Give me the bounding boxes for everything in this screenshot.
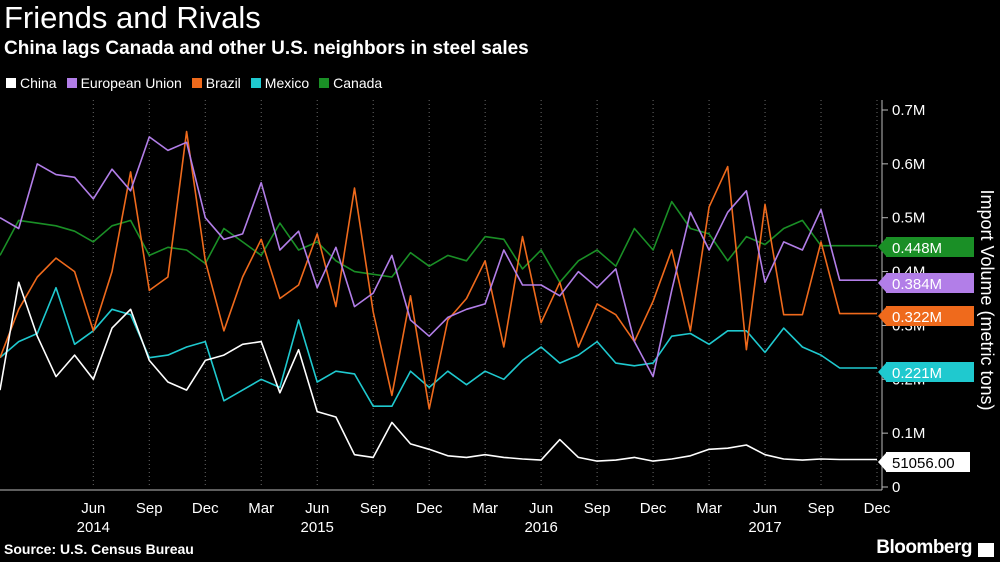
legend-item-brazil: Brazil bbox=[191, 75, 241, 91]
y-axis: 00.1M0.2M0.3M0.4M0.5M0.6M0.7M bbox=[881, 100, 925, 496]
brand-logo: Bloomberg bbox=[876, 537, 972, 558]
chart-series-lines bbox=[0, 130, 877, 462]
legend: China European Union Brazil Mexico Canada bbox=[6, 74, 392, 92]
x-tick-label-2014-12: Dec bbox=[192, 500, 219, 517]
x-tick-label-2015-09: Sep bbox=[360, 500, 387, 517]
x-tick-label-2017-03: Mar bbox=[696, 500, 722, 517]
x-tick-label-2016-03: Mar bbox=[472, 500, 498, 517]
legend-label-canada: Canada bbox=[333, 75, 383, 91]
end-label-european-union: 0.384M bbox=[892, 276, 942, 293]
legend-label-european-union: European Union bbox=[80, 75, 182, 91]
end-label-pointer-mexico bbox=[878, 363, 886, 381]
end-label-box-china bbox=[886, 452, 970, 472]
chart-subtitle: China lags Canada and other U.S. neighbo… bbox=[4, 38, 529, 59]
x-tick-label-2017-09: Sep bbox=[808, 500, 835, 517]
legend-item-canada: Canada bbox=[319, 75, 382, 91]
series-line-brazil bbox=[0, 130, 877, 410]
series-line-canada bbox=[0, 200, 877, 284]
y-tick-label-6: 0.6M bbox=[892, 156, 925, 173]
end-value-labels: 0.448M 0.384M 0.322M 0.221M 51056.00 bbox=[878, 237, 974, 472]
x-tick-label-2016-09: Sep bbox=[584, 500, 611, 517]
legend-swatch-mexico bbox=[250, 78, 261, 88]
end-label-pointer-canada bbox=[878, 238, 886, 256]
brand-logo-box bbox=[978, 543, 994, 557]
x-year-label-2014: 2014 bbox=[77, 519, 110, 536]
chart-gridlines bbox=[92, 100, 878, 487]
x-tick-label-2014-06: Jun bbox=[81, 500, 105, 517]
end-label-box-mexico bbox=[886, 362, 974, 382]
y-tick-label-5: 0.5M bbox=[892, 210, 925, 227]
series-line-european-union bbox=[0, 136, 877, 378]
end-label-mexico: 0.221M bbox=[892, 365, 942, 382]
x-year-label-2015: 2015 bbox=[301, 519, 334, 536]
end-label-pointer-european-union bbox=[878, 274, 886, 292]
end-label-pointer-china bbox=[878, 453, 886, 471]
x-tick-label-2015-06: Jun bbox=[305, 500, 329, 517]
legend-label-china: China bbox=[20, 75, 57, 91]
x-tick-label-2015-03: Mar bbox=[248, 500, 274, 517]
legend-label-brazil: Brazil bbox=[205, 75, 241, 91]
x-tick-label-2017-12: Dec bbox=[864, 500, 891, 517]
x-tick-label-2015-12: Dec bbox=[416, 500, 443, 517]
legend-item-european-union: European Union bbox=[66, 75, 182, 91]
source-note: Source: U.S. Census Bureau bbox=[4, 541, 194, 557]
y-axis-label: Import Volume (metric tons) bbox=[977, 189, 997, 410]
end-label-box-brazil bbox=[886, 306, 974, 326]
x-axis: Jun Sep Dec Mar Jun Sep Dec Mar Jun Sep Dec Mar Jun S… bbox=[0, 489, 891, 536]
end-label-brazil: 0.322M bbox=[892, 309, 942, 326]
y-tick-label-0: 0 bbox=[892, 479, 900, 496]
end-label-canada: 0.448M bbox=[892, 240, 942, 257]
legend-swatch-canada bbox=[319, 78, 330, 88]
legend-item-mexico: Mexico bbox=[250, 75, 310, 91]
x-tick-label-2016-06: Jun bbox=[529, 500, 553, 517]
end-label-box-canada bbox=[886, 237, 974, 257]
y-tick-label-7: 0.7M bbox=[892, 102, 925, 119]
series-line-china bbox=[0, 281, 877, 462]
end-label-pointer-brazil bbox=[878, 307, 886, 325]
x-year-label-2016: 2016 bbox=[524, 519, 557, 536]
legend-label-mexico: Mexico bbox=[264, 75, 310, 91]
x-year-label-2017: 2017 bbox=[748, 519, 781, 536]
legend-swatch-china bbox=[6, 78, 16, 88]
legend-swatch-brazil bbox=[191, 78, 202, 88]
y-tick-label-1: 0.1M bbox=[892, 425, 925, 442]
legend-swatch-european-union bbox=[66, 78, 77, 88]
end-label-china: 51056.00 bbox=[892, 455, 955, 472]
chart-title: Friends and Rivals bbox=[4, 0, 261, 35]
legend-item-china: China bbox=[6, 75, 57, 91]
x-tick-label-2017-06: Jun bbox=[753, 500, 777, 517]
end-label-box-european-union bbox=[886, 273, 974, 293]
x-tick-label-2016-12: Dec bbox=[640, 500, 667, 517]
x-tick-label-2014-09: Sep bbox=[136, 500, 163, 517]
